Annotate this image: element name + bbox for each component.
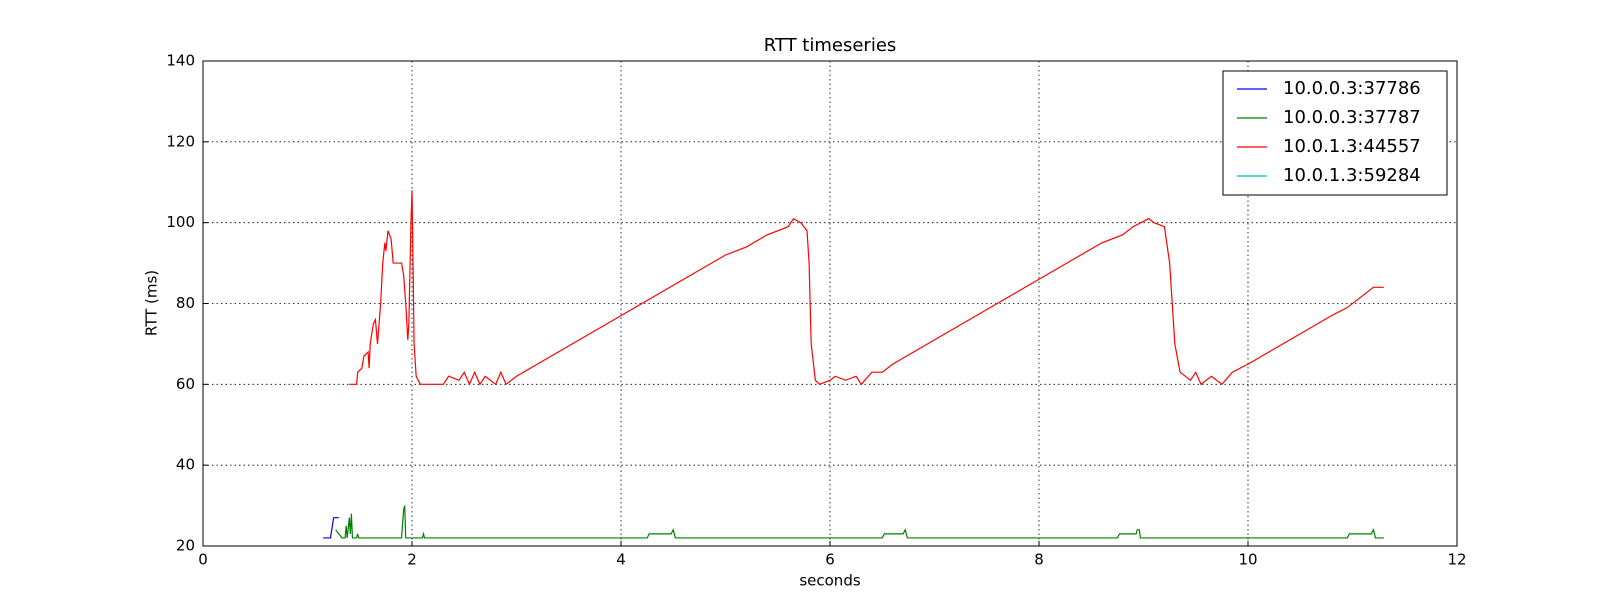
- y-axis-label: RTT (ms): [143, 270, 161, 336]
- y-tick-label: 40: [176, 456, 195, 474]
- series-line: [349, 190, 1384, 386]
- legend-label: 10.0.0.3:37786: [1283, 78, 1421, 99]
- y-tick-label: 120: [166, 132, 195, 150]
- x-tick-label: 2: [407, 551, 417, 569]
- x-tick-label: 12: [1447, 551, 1466, 569]
- x-axis-label: seconds: [799, 572, 860, 590]
- chart-title: RTT timeseries: [764, 35, 897, 56]
- legend-label: 10.0.1.3:44557: [1283, 136, 1421, 157]
- legend-label: 10.0.0.3:37787: [1283, 107, 1421, 128]
- y-tick-label: 60: [176, 375, 195, 393]
- x-tick-label: 0: [198, 551, 208, 569]
- y-tick-label: 80: [176, 294, 195, 312]
- legend-box: [1222, 70, 1448, 196]
- plot-frame: [202, 60, 1458, 547]
- x-tick-label: 4: [616, 551, 626, 569]
- series-line: [323, 517, 339, 539]
- y-tick-label: 140: [166, 52, 195, 70]
- x-tick-label: 8: [1034, 551, 1044, 569]
- y-tick-label: 100: [166, 213, 195, 231]
- legend-label: 10.0.1.3:59284: [1283, 165, 1421, 186]
- y-tick-label: 20: [176, 537, 195, 555]
- x-tick-label: 6: [825, 551, 835, 569]
- series-line: [335, 505, 1384, 539]
- x-tick-label: 10: [1238, 551, 1257, 569]
